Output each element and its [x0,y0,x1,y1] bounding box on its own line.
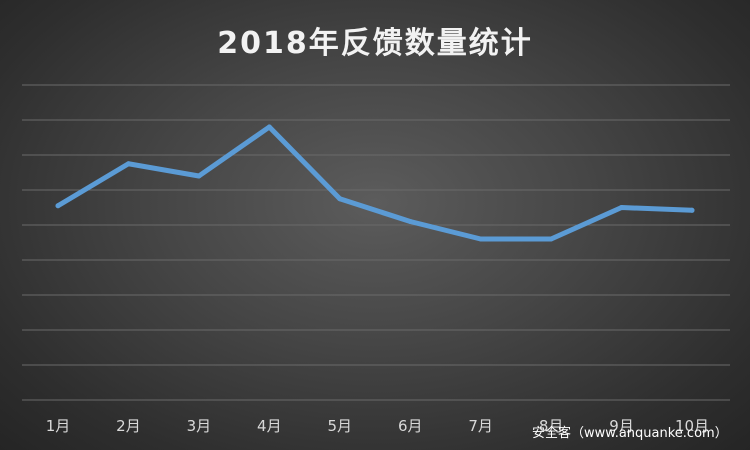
x-tick-label: 9月 [609,417,634,435]
data-point [619,205,625,210]
data-point [478,236,484,242]
x-tick-label: 2月 [116,417,141,435]
data-point [548,236,554,242]
data-point [196,173,202,179]
series-line [55,124,695,242]
data-point [266,124,272,130]
data-point [337,196,343,202]
chart-title: 2018年反馈数量统计 [217,26,533,61]
watermark: 安全客（www.anquanke.com） [532,426,728,441]
x-tick-label: 3月 [187,417,212,435]
x-tick-label: 6月 [398,417,423,435]
x-tick-label: 8月 [539,417,564,435]
x-tick-label: 10月 [675,417,709,435]
x-tick-label: 4月 [257,417,282,435]
data-point [407,219,413,224]
data-point [125,161,131,167]
data-point [689,207,695,213]
x-tick-label: 7月 [468,417,493,435]
x-tick-label: 1月 [46,417,71,435]
x-tick-label: 5月 [328,417,353,435]
data-point [55,203,61,209]
